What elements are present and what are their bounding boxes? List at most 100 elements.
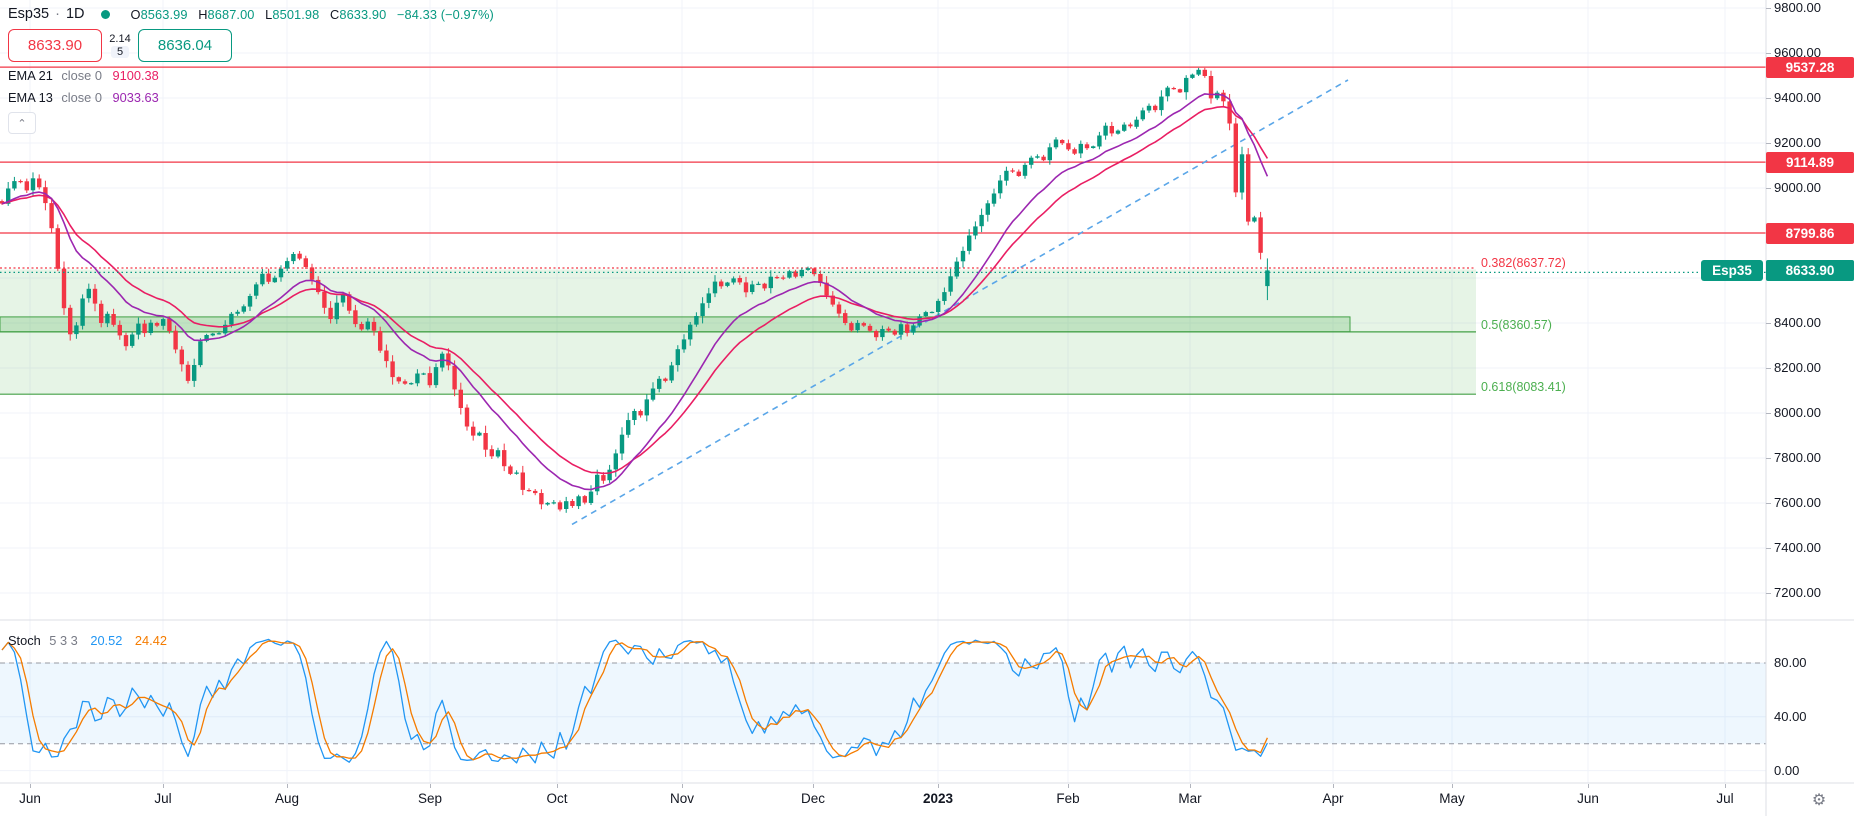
stoch-params: 5 3 3 [49,633,78,648]
price-tick-label: 8000.00 [1774,405,1821,420]
price-level-label: 9537.28 [1766,56,1854,78]
time-label-month: Oct [546,791,568,806]
price-tick-label: 7800.00 [1774,450,1821,465]
buy-price-button[interactable]: 8636.04 [138,29,232,62]
time-tick-mark [1068,784,1069,788]
price-tick-mark [1766,8,1771,9]
price-tick-mark [1766,593,1771,594]
time-label-month: Jun [1577,791,1599,806]
price-level-label: 8799.86 [1766,222,1854,244]
ema21-label: EMA 21 [8,68,53,83]
time-label-month: Jun [19,791,41,806]
close-value: 8633.90 [339,6,387,22]
time-tick-mark [1452,784,1453,788]
time-tick-mark [813,784,814,788]
time-tick-mark [430,784,431,788]
time-tick-mark [682,784,683,788]
time-label-month: Sep [417,791,443,806]
close-key: C [330,6,340,22]
time-tick-mark [287,784,288,788]
ema13-value: 9033.63 [112,90,159,105]
price-tick-mark [1766,143,1771,144]
time-tick-mark [1725,784,1726,788]
time-label-month: Apr [1322,791,1344,806]
price-tick-label: 9600.00 [1774,45,1821,60]
stoch-tick-label: 0.00 [1774,762,1800,778]
symbol-title: Esp35 [8,6,50,22]
spread-points: 5 [110,46,130,58]
price-tick-mark [1766,458,1771,459]
price-tick-mark [1766,548,1771,549]
legend-collapse-button[interactable]: ⌃ [8,112,36,134]
price-tick-label: 7600.00 [1774,495,1821,510]
time-tick-mark [1333,784,1334,788]
timeframe-label: 1D [65,6,85,22]
ohlc-values: O8563.99 H8687.00 L8501.98 C8633.90 −84.… [124,7,494,22]
indicator-legend-ema21: EMA 21 close 0 9100.38 [8,68,494,84]
ema13-label: EMA 13 [8,90,53,105]
open-value: 8563.99 [140,6,188,22]
stoch-d-value: 24.42 [134,633,167,648]
price-tick-mark [1766,413,1771,414]
time-label-month: Jul [1716,791,1734,806]
price-tick-label: 7400.00 [1774,540,1821,555]
time-label-year: 2023 [922,791,954,806]
time-label-month: Jul [154,791,172,806]
open-key: O [130,6,141,22]
time-tick-mark [1190,784,1191,788]
price-tick-label: 8200.00 [1774,360,1821,375]
stoch-name: Stoch [8,633,41,648]
change-value: −84.33 (−0.97%) [396,6,494,22]
ema21-value: 9100.38 [112,68,159,83]
price-tick-label: 9200.00 [1774,135,1821,150]
ema21-params: close 0 [61,68,102,83]
high-value: 8687.00 [207,6,255,22]
high-key: H [198,6,208,22]
price-tick-label: 7200.00 [1774,585,1821,600]
symbol-row: Esp35 · 1D O8563.99 H8687.00 L8501.98 C8… [8,4,494,24]
price-tick-label: 8400.00 [1774,315,1821,330]
sell-price-button[interactable]: 8633.90 [8,29,102,62]
timezone-settings-button[interactable]: ⚙ [1796,788,1842,812]
price-tick-mark [1766,188,1771,189]
current-price-label: 8633.90 [1766,259,1854,281]
time-tick-mark [30,784,31,788]
price-tick-mark [1766,323,1771,324]
fib-level-label: 0.5(8360.57) [1481,317,1552,332]
fib-level-label: 0.382(8637.72) [1481,255,1566,270]
price-tick-mark [1766,98,1771,99]
price-tick-mark [1766,53,1771,54]
time-label-month: Aug [274,791,300,806]
price-axis[interactable]: Esp35 8633.90 9800.00 9600.00 9400.00 9200.… [1701,0,1854,783]
indicator-legend-ema13: EMA 13 close 0 9033.63 [8,90,494,106]
time-label-month: Feb [1056,791,1080,806]
time-axis[interactable]: Jun Jul Aug Sep Oct Nov Dec 2023 Feb Mar Apr May Jun… [0,784,1766,816]
chevron-up-icon: ⌃ [17,117,27,130]
symbol-price-flag: Esp35 [1701,259,1763,281]
price-tick-mark [1766,503,1771,504]
time-tick-mark [163,784,164,788]
spread-indicator: 2.14 5 [102,29,138,62]
time-tick-mark [557,784,558,788]
time-label-month: Mar [1178,791,1202,806]
time-tick-mark [1588,784,1589,788]
price-tick-mark [1766,368,1771,369]
stoch-legend: Stoch 5 3 3 20.52 24.42 [8,633,167,648]
low-key: L [265,6,273,22]
price-tick-label: 9000.00 [1774,180,1821,195]
low-value: 8501.98 [272,6,320,22]
time-tick-mark [938,784,939,788]
stoch-tick-label: 40.00 [1774,708,1807,724]
time-label-month: May [1439,791,1465,806]
price-tick-label: 9800.00 [1774,0,1821,15]
fib-level-label: 0.618(8083.41) [1481,380,1566,395]
spread-value: 2.14 [109,33,131,45]
chart-legend: Esp35 · 1D O8563.99 H8687.00 L8501.98 C8… [8,4,494,134]
stoch-k-value: 20.52 [90,633,123,648]
price-level-label: 9114.89 [1766,151,1854,173]
time-label-month: Nov [669,791,695,806]
time-label-month: Dec [800,791,826,806]
ema13-params: close 0 [61,90,102,105]
